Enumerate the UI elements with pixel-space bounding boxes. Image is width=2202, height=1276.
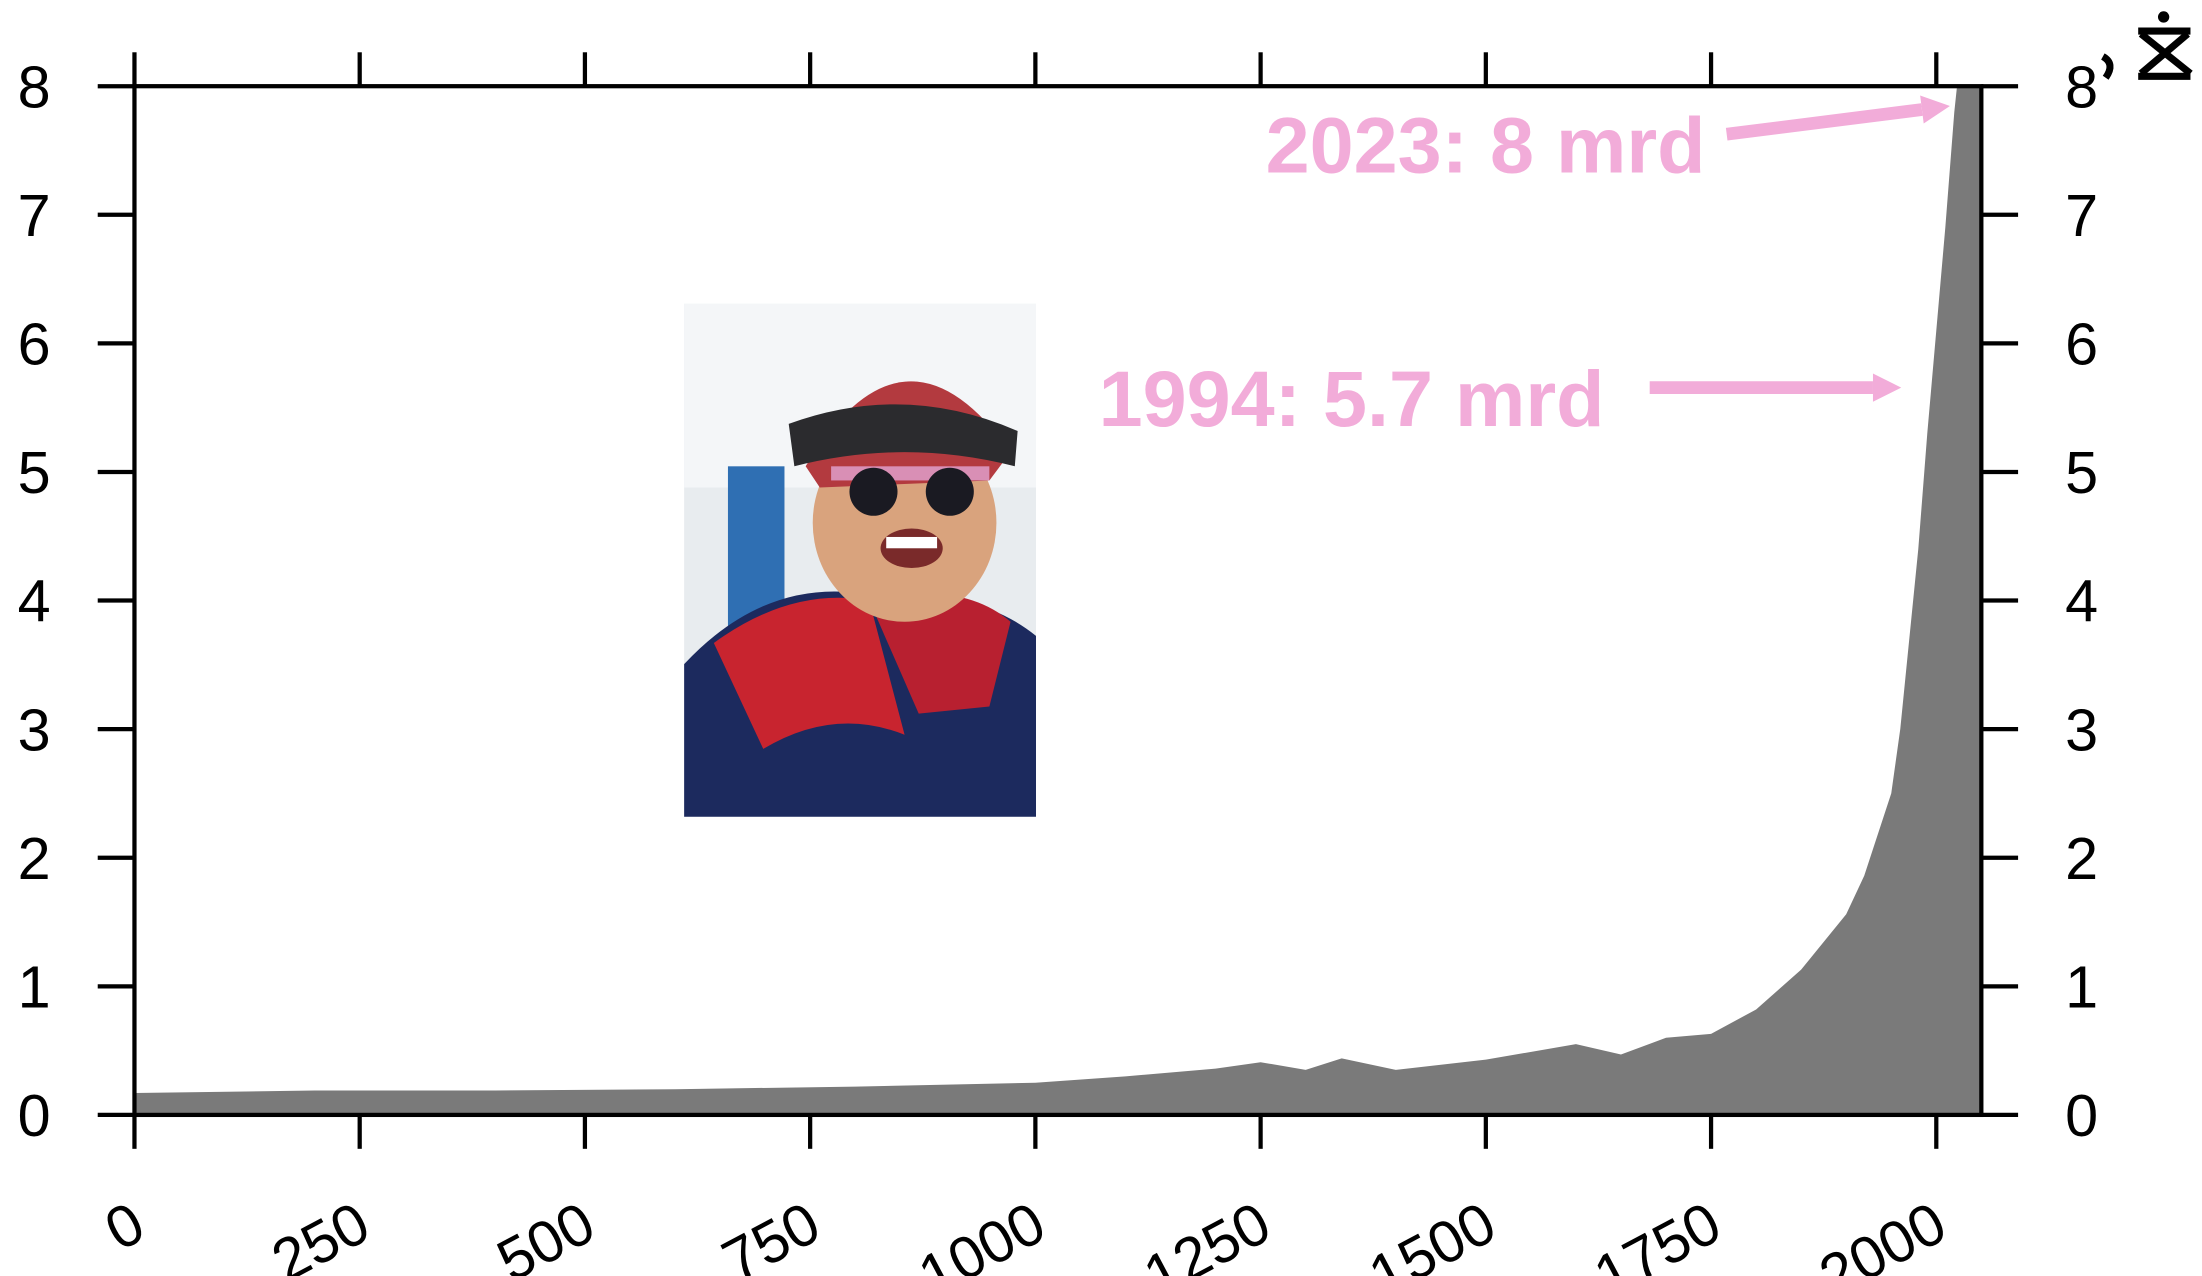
x-tick-label: 250 <box>261 1189 380 1276</box>
y2-tick-label: 8 <box>2065 53 2098 120</box>
y2-tick-label: 2 <box>2065 825 2098 892</box>
x-tick-label: 1500 <box>1358 1189 1506 1276</box>
x-tick-label: 500 <box>486 1189 605 1276</box>
chart: 0011223344556677880250500750100012501500… <box>0 0 2202 1276</box>
annotation-text: 1994: 5.7 mrd <box>1099 354 1605 443</box>
corner-icon <box>2103 11 2191 77</box>
x-tick-label: 1250 <box>1133 1189 1281 1276</box>
y2-tick-label: 3 <box>2065 696 2098 763</box>
y2-tick-label: 5 <box>2065 439 2098 506</box>
x-tick-label: 0 <box>94 1189 155 1264</box>
y2-tick-label: 4 <box>2065 568 2098 635</box>
y-tick-label: 5 <box>18 439 51 506</box>
y-tick-label: 8 <box>18 53 51 120</box>
area <box>134 86 1981 1115</box>
annotation-arrowhead <box>1920 96 1950 124</box>
photo <box>684 304 1036 817</box>
y2-tick-label: 1 <box>2065 954 2098 1021</box>
annotation-text: 2023: 8 mrd <box>1266 100 1706 189</box>
axes-frame <box>134 86 1981 1115</box>
y2-tick-label: 0 <box>2065 1082 2098 1149</box>
y-tick-label: 0 <box>18 1082 51 1149</box>
x-tick-label: 750 <box>712 1189 831 1276</box>
annotation-arrow <box>1727 110 1922 135</box>
y2-tick-label: 7 <box>2065 182 2098 249</box>
y-tick-label: 2 <box>18 825 51 892</box>
x-tick-label: 2000 <box>1809 1189 1957 1276</box>
y-tick-label: 6 <box>18 311 51 378</box>
y-tick-label: 4 <box>18 568 51 635</box>
y2-tick-label: 6 <box>2065 311 2098 378</box>
y-tick-label: 3 <box>18 696 51 763</box>
y-tick-label: 7 <box>18 182 51 249</box>
x-tick-label: 1000 <box>908 1189 1056 1276</box>
y-tick-label: 1 <box>18 954 51 1021</box>
annotation-arrowhead <box>1873 373 1901 401</box>
x-tick-label: 1750 <box>1583 1189 1731 1276</box>
page: {"chart_data": {"type": "area", "color":… <box>0 0 2202 1276</box>
